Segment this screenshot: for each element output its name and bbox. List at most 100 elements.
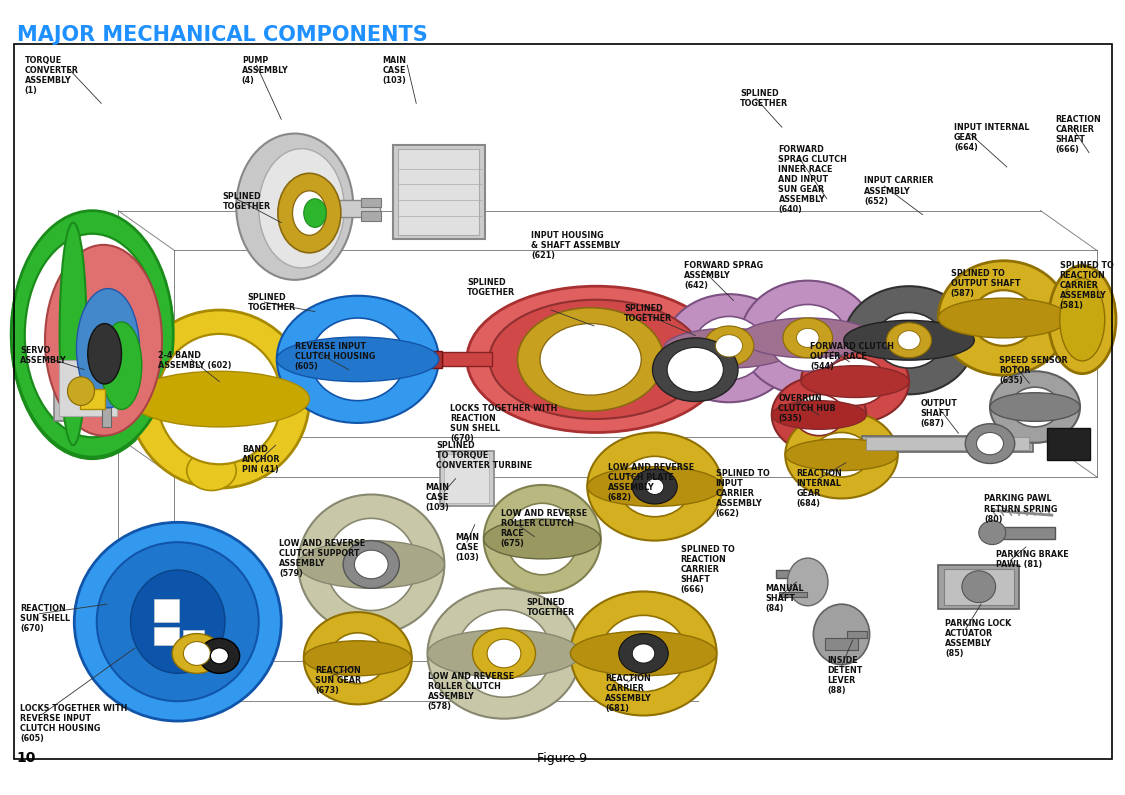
Ellipse shape — [158, 334, 281, 464]
Text: REACTION
CARRIER
ASSEMBLY
(681): REACTION CARRIER ASSEMBLY (681) — [605, 674, 652, 713]
Ellipse shape — [1010, 387, 1060, 427]
Ellipse shape — [652, 338, 738, 401]
Ellipse shape — [45, 245, 162, 436]
Ellipse shape — [796, 328, 819, 347]
Ellipse shape — [768, 304, 847, 371]
Bar — [54, 355, 122, 421]
Ellipse shape — [794, 394, 844, 436]
Ellipse shape — [844, 286, 974, 394]
Ellipse shape — [304, 199, 326, 227]
Bar — [361, 211, 381, 221]
Ellipse shape — [587, 467, 722, 506]
Ellipse shape — [990, 371, 1080, 443]
Text: 2-4 BAND
ASSEMBLY (602): 2-4 BAND ASSEMBLY (602) — [158, 351, 231, 370]
Ellipse shape — [1060, 278, 1105, 361]
Ellipse shape — [457, 610, 551, 697]
Bar — [414, 351, 441, 368]
Ellipse shape — [976, 432, 1004, 455]
Ellipse shape — [489, 300, 703, 419]
Bar — [58, 360, 117, 416]
Ellipse shape — [788, 558, 828, 606]
Text: SPLINED
TOGETHER: SPLINED TOGETHER — [223, 192, 271, 211]
Text: REACTION
SUN GEAR
(673): REACTION SUN GEAR (673) — [315, 666, 361, 696]
Ellipse shape — [740, 281, 875, 395]
Text: BAND
ANCHOR
PIN (41): BAND ANCHOR PIN (41) — [242, 445, 280, 475]
Text: INPUT HOUSING
& SHAFT ASSEMBLY
(621): INPUT HOUSING & SHAFT ASSEMBLY (621) — [531, 231, 620, 260]
Ellipse shape — [785, 411, 898, 498]
Bar — [1089, 315, 1112, 324]
Ellipse shape — [315, 302, 371, 417]
Ellipse shape — [343, 541, 399, 588]
Bar — [825, 638, 858, 650]
Text: FORWARD SPRAG
ASSEMBLY
(642): FORWARD SPRAG ASSEMBLY (642) — [684, 261, 763, 290]
Ellipse shape — [467, 286, 726, 432]
Ellipse shape — [11, 211, 173, 457]
Bar — [1089, 303, 1112, 311]
Bar — [14, 44, 1112, 759]
Bar — [1047, 428, 1090, 460]
Ellipse shape — [304, 641, 412, 676]
Text: LOCKS TOGETHER WITH
REACTION
SUN SHELL
(670): LOCKS TOGETHER WITH REACTION SUN SHELL (… — [450, 404, 557, 443]
Text: PUMP
ASSEMBLY
(4): PUMP ASSEMBLY (4) — [242, 56, 289, 85]
Ellipse shape — [68, 377, 94, 405]
Bar — [440, 451, 494, 506]
Ellipse shape — [292, 191, 326, 235]
Ellipse shape — [278, 173, 341, 253]
Bar — [1089, 328, 1112, 336]
Ellipse shape — [998, 282, 1054, 354]
Bar — [398, 149, 479, 235]
Text: SPEED SENSOR
ROTOR
(635): SPEED SENSOR ROTOR (635) — [999, 356, 1068, 386]
Ellipse shape — [326, 518, 416, 611]
Ellipse shape — [1048, 266, 1116, 374]
Ellipse shape — [183, 642, 210, 665]
Ellipse shape — [632, 644, 655, 663]
Ellipse shape — [664, 328, 794, 368]
Bar — [847, 631, 867, 638]
Ellipse shape — [740, 318, 875, 358]
Bar — [154, 599, 179, 622]
Ellipse shape — [172, 634, 222, 673]
Ellipse shape — [330, 633, 386, 684]
Ellipse shape — [277, 337, 439, 382]
Text: MAIN
CASE
(103): MAIN CASE (103) — [456, 533, 479, 562]
Bar — [723, 353, 735, 366]
Ellipse shape — [354, 550, 388, 579]
Ellipse shape — [277, 296, 439, 423]
Ellipse shape — [693, 316, 765, 380]
Ellipse shape — [824, 358, 886, 405]
Ellipse shape — [898, 331, 920, 350]
Ellipse shape — [484, 485, 601, 593]
Text: REACTION
INTERNAL
GEAR
(684): REACTION INTERNAL GEAR (684) — [796, 469, 843, 508]
Bar — [80, 390, 105, 409]
Text: SPLINED
TOGETHER: SPLINED TOGETHER — [740, 89, 789, 108]
Ellipse shape — [298, 494, 444, 634]
Bar — [862, 436, 1033, 452]
Ellipse shape — [938, 298, 1069, 338]
Text: LOW AND REVERSE
CLUTCH PLATE
ASSEMBLY
(682): LOW AND REVERSE CLUTCH PLATE ASSEMBLY (6… — [608, 463, 694, 502]
Ellipse shape — [570, 591, 717, 716]
Bar — [183, 630, 204, 645]
Text: SPLINED
TOGETHER: SPLINED TOGETHER — [624, 304, 673, 323]
Ellipse shape — [990, 393, 1080, 421]
Ellipse shape — [785, 439, 898, 471]
Bar — [178, 624, 209, 656]
Ellipse shape — [130, 570, 225, 673]
Text: TORQUE
CONVERTER
ASSEMBLY
(1): TORQUE CONVERTER ASSEMBLY (1) — [25, 56, 79, 95]
Ellipse shape — [304, 612, 412, 704]
Ellipse shape — [667, 347, 723, 392]
Ellipse shape — [101, 322, 142, 409]
Ellipse shape — [962, 571, 996, 603]
Ellipse shape — [772, 401, 866, 429]
Text: PARKING LOCK
ACTUATOR
ASSEMBLY
(85): PARKING LOCK ACTUATOR ASSEMBLY (85) — [945, 619, 1011, 657]
Ellipse shape — [259, 149, 344, 268]
Ellipse shape — [298, 541, 444, 588]
Ellipse shape — [187, 451, 236, 491]
Ellipse shape — [813, 604, 870, 665]
Ellipse shape — [484, 519, 601, 559]
Ellipse shape — [11, 212, 173, 459]
Ellipse shape — [534, 316, 658, 403]
Text: SPLINED TO
INPUT
CARRIER
ASSEMBLY
(662): SPLINED TO INPUT CARRIER ASSEMBLY (662) — [716, 469, 770, 518]
Ellipse shape — [979, 521, 1006, 545]
Text: OUTPUT
SHAFT
(687): OUTPUT SHAFT (687) — [920, 399, 957, 429]
Ellipse shape — [199, 638, 240, 673]
